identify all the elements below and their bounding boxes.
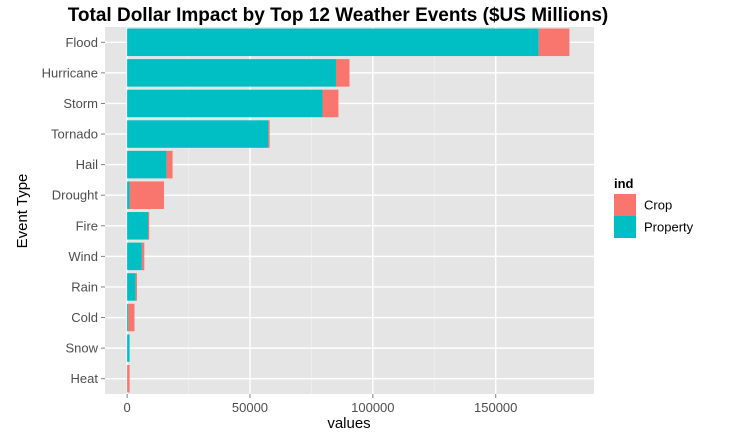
- y-tick-label: Flood: [65, 35, 98, 50]
- bar-property-drought: [127, 181, 130, 209]
- bar-crop-rain: [135, 273, 137, 301]
- bar-property-wind: [127, 242, 142, 271]
- bar-property-cold: [127, 303, 129, 332]
- y-tick-label: Storm: [63, 96, 98, 111]
- y-tick-label: Hail: [76, 157, 99, 172]
- bar-property-fire: [127, 212, 149, 240]
- legend: ind Crop Property: [614, 176, 694, 238]
- x-tick-label: 0: [123, 400, 130, 415]
- bar-crop-hurricane: [335, 59, 350, 87]
- chart-title: Total Dollar Impact by Top 12 Weather Ev…: [68, 5, 609, 26]
- y-tick-label: Heat: [71, 371, 99, 386]
- x-tick-label: 150000: [474, 400, 517, 415]
- bar-property-tornado: [127, 120, 269, 148]
- y-tick-label: Rain: [71, 279, 98, 294]
- y-tick-label: Tornado: [51, 127, 98, 142]
- bar-property-hurricane: [127, 59, 336, 87]
- bar-crop-heat: [127, 364, 130, 393]
- bars: [127, 28, 570, 393]
- legend-swatch-property: [614, 216, 636, 238]
- bar-crop-cold: [128, 303, 135, 332]
- bar-crop-fire: [148, 212, 150, 240]
- bar-crop-wind: [141, 242, 145, 271]
- bar-property-storm: [127, 89, 323, 118]
- y-tick-label: Wind: [68, 249, 98, 264]
- y-axis-ticks: Flood Hurricane Storm Tornado Hail Drought Fir…: [42, 35, 105, 386]
- bar-property-flood: [127, 28, 539, 57]
- x-axis-title: values: [327, 415, 370, 432]
- x-axis-ticks: 0 50000 100000 150000: [123, 394, 517, 415]
- bar-property-hail: [127, 150, 167, 179]
- bar-crop-storm: [322, 89, 339, 118]
- plot-panel: [105, 27, 594, 394]
- bar-property-snow: [127, 334, 130, 362]
- y-tick-label: Cold: [71, 310, 98, 325]
- x-tick-label: 50000: [232, 400, 268, 415]
- bar-crop-drought: [129, 181, 164, 209]
- y-tick-label: Hurricane: [42, 65, 98, 80]
- y-tick-label: Fire: [76, 218, 98, 233]
- legend-label-crop: Crop: [644, 198, 672, 213]
- legend-label-property: Property: [644, 220, 694, 235]
- bar-crop-hail: [166, 150, 173, 179]
- legend-swatch-crop: [614, 194, 636, 216]
- legend-title: ind: [614, 176, 634, 191]
- bar-property-rain: [127, 273, 136, 301]
- bar-crop-tornado: [268, 120, 270, 148]
- bar-crop-flood: [538, 28, 570, 57]
- x-tick-label: 100000: [351, 400, 394, 415]
- y-tick-label: Drought: [52, 188, 99, 203]
- y-tick-label: Snow: [65, 341, 98, 356]
- y-axis-title: Event Type: [14, 174, 31, 249]
